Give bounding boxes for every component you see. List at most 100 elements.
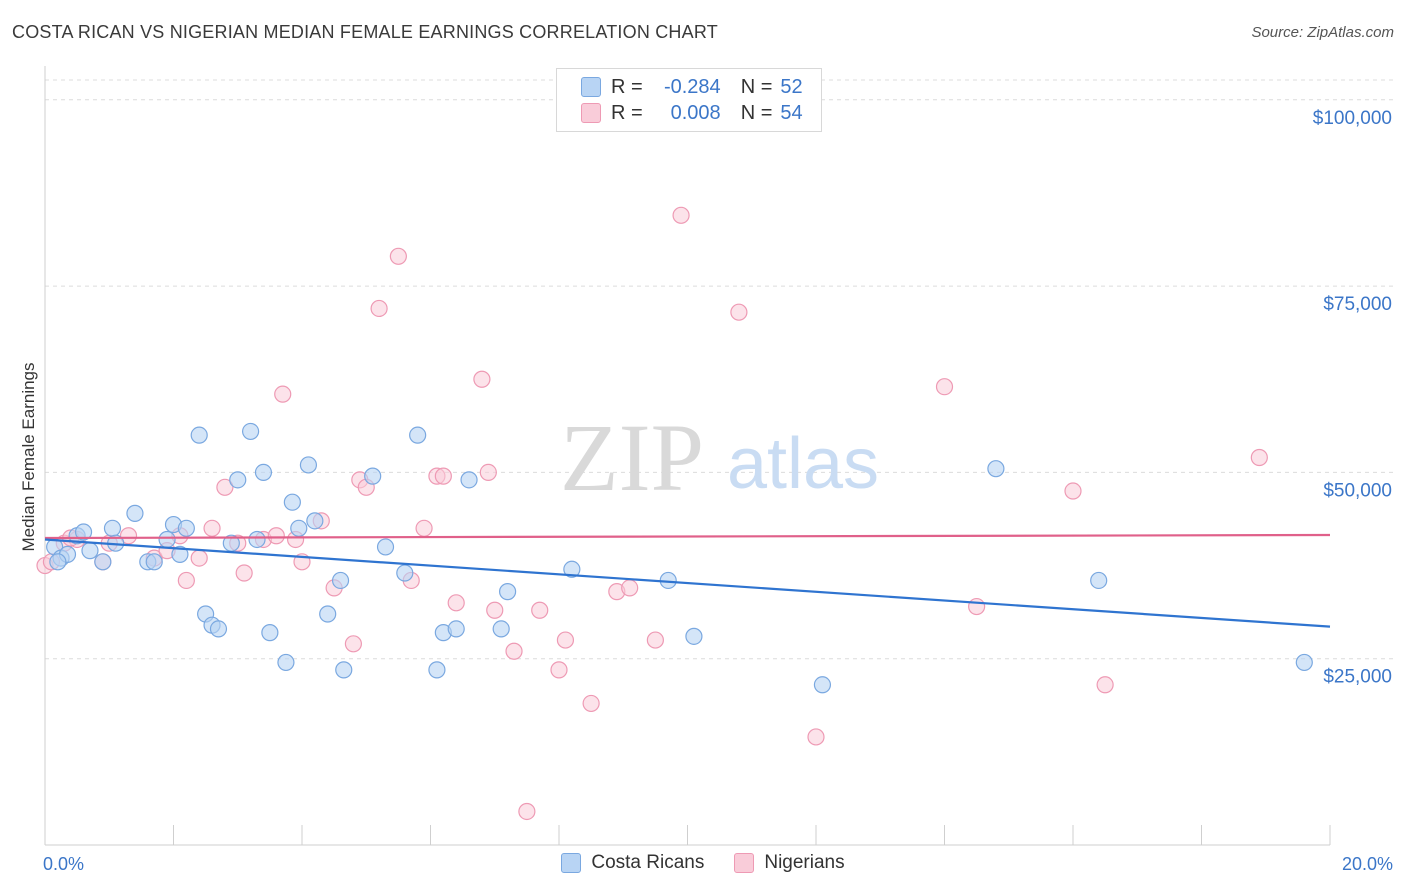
costa-ricans-point bbox=[248, 530, 266, 549]
legend-n-value-costa: 52 bbox=[780, 75, 803, 98]
costa-ricans-point bbox=[460, 471, 478, 489]
costa-ricans-point bbox=[103, 519, 122, 537]
costa-ricans-point bbox=[261, 624, 279, 642]
y-tick-label: $75,000 bbox=[1323, 294, 1392, 315]
costa-ricans-point bbox=[428, 661, 446, 679]
costa-ricans-points bbox=[46, 422, 1313, 694]
legend-r-label: R = bbox=[611, 101, 643, 124]
nigerians-point bbox=[203, 519, 221, 537]
watermark: ZIP atlas bbox=[560, 404, 879, 511]
nigerians-point bbox=[447, 594, 465, 612]
nigerians-point bbox=[216, 478, 234, 496]
costa-ricans-point bbox=[376, 538, 395, 556]
y-tick-label: $25,000 bbox=[1323, 667, 1392, 688]
nigerians-point bbox=[646, 631, 664, 649]
costa-ricans-point bbox=[299, 456, 318, 474]
nigerians-point bbox=[119, 527, 138, 545]
nigerians-point bbox=[935, 378, 954, 396]
legend-n-label: N = bbox=[740, 75, 773, 98]
nigerians-point bbox=[550, 661, 568, 679]
costa-ricans-point bbox=[283, 493, 301, 511]
costa-ricans-point bbox=[209, 620, 228, 638]
legend-row-nigerians: R = 0.008 N = 54 bbox=[581, 100, 803, 126]
nigerians-point bbox=[1250, 448, 1268, 467]
costa-ricans-point bbox=[277, 653, 295, 672]
series-legend: Costa Ricans Nigerians bbox=[0, 852, 1406, 874]
nigerians-point bbox=[582, 694, 600, 713]
nigerians-point bbox=[177, 571, 195, 590]
nigerians-point bbox=[415, 519, 433, 537]
nigerians-point bbox=[473, 370, 491, 388]
nigerians-point bbox=[274, 385, 292, 403]
chart-title: COSTA RICAN VS NIGERIAN MEDIAN FEMALE EA… bbox=[12, 22, 718, 42]
costa-ricans-point bbox=[94, 553, 112, 571]
nigerians-point bbox=[672, 206, 690, 224]
x-tick-label-min: 0.0% bbox=[43, 854, 84, 874]
tick-labels: $25,000 $50,000 $75,000 $100,000 0.0% 20.0% bbox=[43, 108, 1393, 874]
costa-ricans-point bbox=[306, 512, 324, 530]
trend-lines bbox=[44, 533, 1331, 628]
costa-ricans-point bbox=[331, 571, 350, 590]
nigerians-point bbox=[1064, 482, 1082, 500]
nigerians-point bbox=[807, 728, 825, 746]
axes bbox=[44, 66, 1331, 846]
nigerians-point bbox=[389, 247, 407, 265]
costa-ricans-legend-swatch bbox=[561, 853, 582, 873]
watermark-atlas: atlas bbox=[727, 424, 879, 504]
nigerians-point bbox=[190, 549, 208, 567]
costa-ricans-point bbox=[49, 553, 67, 571]
nigerians-point bbox=[235, 564, 253, 582]
costa-ricans-point bbox=[447, 620, 465, 638]
legend-n-value-nigeria: 54 bbox=[780, 101, 803, 124]
nigerians-point bbox=[344, 635, 362, 653]
costa-ricans-point bbox=[74, 523, 93, 541]
nigerians-point bbox=[267, 527, 285, 545]
costa-ricans-point bbox=[177, 519, 195, 537]
costa-ricans-point bbox=[364, 467, 382, 485]
nigerians-point bbox=[968, 597, 986, 616]
costa-ricans-point bbox=[145, 553, 163, 571]
nigerians-point bbox=[505, 642, 523, 660]
costa-ricans-point bbox=[158, 530, 176, 549]
costa-ricans-point bbox=[335, 661, 353, 679]
legend-item-costa-ricans[interactable]: Costa Ricans bbox=[561, 852, 704, 874]
costa-ricans-point bbox=[290, 519, 308, 537]
costa-ricans-point bbox=[190, 426, 208, 444]
costa-ricans-point bbox=[229, 471, 247, 489]
costa-ricans-point bbox=[171, 545, 189, 563]
costa-ricans-point bbox=[126, 504, 144, 522]
y-axis-label: Median Female Earnings bbox=[19, 363, 38, 552]
costa-ricans-point bbox=[492, 620, 510, 638]
costa-ricans-point bbox=[987, 460, 1005, 478]
costa-ricans-point bbox=[1090, 571, 1108, 590]
y-tick-label: $50,000 bbox=[1323, 480, 1392, 501]
costa-ricans-point bbox=[813, 676, 832, 694]
nigerians-legend-swatch bbox=[734, 853, 755, 873]
nigerians-point bbox=[621, 579, 639, 597]
costa-ricans-swatch bbox=[581, 77, 601, 97]
costa-ricans-trend-line bbox=[44, 538, 1331, 628]
nigerians-point bbox=[730, 303, 748, 321]
y-tick-label: $100,000 bbox=[1313, 108, 1392, 129]
nigerians-point bbox=[486, 601, 504, 619]
nigerians-point bbox=[556, 631, 575, 649]
legend-r-value-nigeria: 0.008 bbox=[670, 101, 721, 124]
costa-ricans-point bbox=[409, 426, 427, 444]
legend-n-label: N = bbox=[740, 101, 773, 124]
nigerians-legend-label: Nigerians bbox=[764, 852, 845, 873]
costa-ricans-point bbox=[1295, 653, 1313, 672]
costa-ricans-point bbox=[254, 463, 273, 482]
costa-ricans-point bbox=[499, 583, 517, 601]
costa-ricans-point bbox=[319, 605, 337, 623]
legend-row-costa-ricans: R = -0.284 N = 52 bbox=[581, 74, 803, 100]
legend-r-label: R = bbox=[611, 75, 643, 98]
correlation-legend: R = -0.284 N = 52 R = 0.008 N = 54 bbox=[556, 68, 822, 132]
nigerians-points bbox=[36, 206, 1268, 821]
nigerians-point bbox=[434, 467, 452, 485]
costa-ricans-legend-label: Costa Ricans bbox=[591, 852, 705, 873]
nigerians-trend-line bbox=[44, 533, 1331, 540]
nigerians-point bbox=[479, 463, 497, 482]
nigerians-point bbox=[370, 299, 388, 318]
legend-item-nigerians[interactable]: Nigerians bbox=[734, 852, 845, 874]
